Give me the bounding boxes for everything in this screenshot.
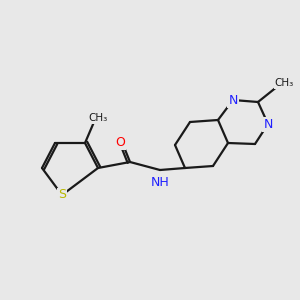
Text: CH₃: CH₃ [274, 78, 294, 88]
Text: NH: NH [151, 176, 169, 190]
Text: S: S [58, 188, 66, 202]
Text: N: N [263, 118, 273, 130]
Text: O: O [115, 136, 125, 148]
Text: CH₃: CH₃ [88, 113, 108, 123]
Text: N: N [228, 94, 238, 106]
